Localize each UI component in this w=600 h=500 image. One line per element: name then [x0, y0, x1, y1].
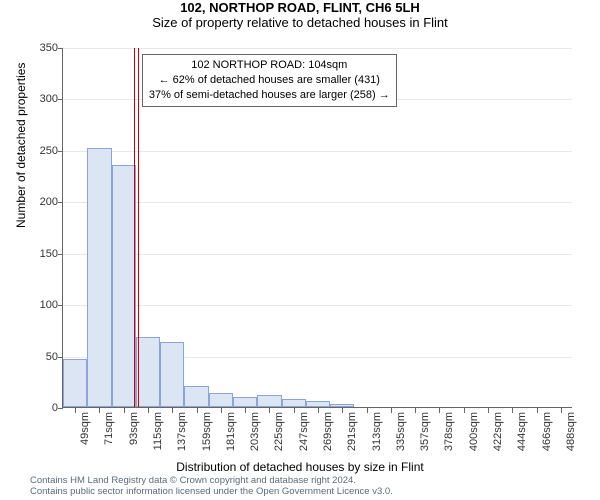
ytick-mark: [58, 99, 63, 100]
xtick-label: 159sqm: [201, 412, 213, 451]
property-marker-line: [134, 48, 135, 407]
ytick-label: 100: [18, 299, 58, 311]
histogram-bar: [282, 399, 306, 407]
histogram-bar: [87, 148, 111, 407]
xtick-label: 400sqm: [468, 412, 480, 451]
xtick-label: 378sqm: [443, 412, 455, 451]
gridline: [63, 254, 572, 255]
xtick-mark: [269, 408, 270, 413]
info-box-line: ← 62% of detached houses are smaller (43…: [149, 73, 390, 88]
info-box-line: 102 NORTHOP ROAD: 104sqm: [149, 58, 390, 73]
xtick-label: 291sqm: [346, 412, 358, 451]
ytick-label: 0: [18, 402, 58, 414]
xtick-mark: [512, 408, 513, 413]
chart-container: 102, NORTHOP ROAD, FLINT, CH6 5LH Size o…: [0, 0, 600, 500]
xtick-mark: [124, 408, 125, 413]
xtick-label: 71sqm: [103, 412, 115, 445]
xtick-label: 49sqm: [79, 412, 91, 445]
footer-line: Contains public sector information licen…: [30, 487, 393, 498]
gridline: [63, 151, 572, 152]
ytick-label: 200: [18, 196, 58, 208]
xtick-label: 115sqm: [152, 412, 164, 450]
histogram-bar: [112, 165, 136, 407]
xtick-mark: [99, 408, 100, 413]
page-subtitle: Size of property relative to detached ho…: [0, 15, 600, 30]
xtick-label: 357sqm: [419, 412, 431, 451]
ytick-mark: [58, 48, 63, 49]
xtick-mark: [561, 408, 562, 413]
page-title: 102, NORTHOP ROAD, FLINT, CH6 5LH: [0, 0, 600, 15]
xtick-mark: [197, 408, 198, 413]
plot-region: 05010015020025030035049sqm71sqm93sqm115s…: [62, 48, 572, 408]
histogram-bar: [306, 401, 330, 407]
xtick-label: 313sqm: [371, 412, 383, 451]
xtick-label: 247sqm: [298, 412, 310, 451]
histogram-bar: [330, 404, 354, 407]
info-box-line: 37% of semi-detached houses are larger (…: [149, 88, 390, 103]
ytick-mark: [58, 357, 63, 358]
xtick-label: 225sqm: [273, 412, 285, 451]
xtick-mark: [245, 408, 246, 413]
xtick-mark: [75, 408, 76, 413]
chart-area: 05010015020025030035049sqm71sqm93sqm115s…: [62, 48, 572, 408]
ytick-mark: [58, 202, 63, 203]
histogram-bar: [184, 386, 208, 407]
xtick-label: 466sqm: [541, 412, 553, 451]
ytick-mark: [58, 408, 63, 409]
histogram-bar: [209, 393, 233, 407]
ytick-label: 150: [18, 248, 58, 260]
ytick-mark: [58, 151, 63, 152]
xtick-mark: [148, 408, 149, 413]
xtick-mark: [488, 408, 489, 413]
footer-attribution: Contains HM Land Registry data © Crown c…: [30, 476, 393, 498]
xtick-mark: [391, 408, 392, 413]
ytick-label: 250: [18, 145, 58, 157]
histogram-bar: [233, 397, 257, 407]
xtick-label: 422sqm: [492, 412, 504, 451]
histogram-bar: [257, 395, 281, 407]
xtick-mark: [342, 408, 343, 413]
xtick-mark: [172, 408, 173, 413]
ytick-label: 350: [18, 42, 58, 54]
ytick-label: 300: [18, 93, 58, 105]
info-box: 102 NORTHOP ROAD: 104sqm← 62% of detache…: [142, 54, 397, 107]
gridline: [63, 202, 572, 203]
xtick-label: 203sqm: [249, 412, 261, 451]
xtick-label: 93sqm: [128, 412, 140, 445]
gridline: [63, 305, 572, 306]
gridline: [63, 48, 572, 49]
x-axis-title: Distribution of detached houses by size …: [0, 460, 600, 474]
ytick-mark: [58, 254, 63, 255]
xtick-mark: [318, 408, 319, 413]
histogram-bar: [160, 342, 184, 407]
histogram-bar: [136, 337, 160, 407]
xtick-mark: [367, 408, 368, 413]
xtick-mark: [294, 408, 295, 413]
property-marker-line: [138, 48, 139, 407]
xtick-label: 137sqm: [176, 412, 188, 451]
xtick-mark: [464, 408, 465, 413]
xtick-label: 269sqm: [322, 412, 334, 451]
xtick-label: 444sqm: [516, 412, 528, 451]
xtick-mark: [221, 408, 222, 413]
ytick-mark: [58, 305, 63, 306]
xtick-mark: [439, 408, 440, 413]
xtick-label: 335sqm: [395, 412, 407, 451]
xtick-label: 488sqm: [565, 412, 577, 451]
xtick-mark: [537, 408, 538, 413]
xtick-label: 181sqm: [225, 412, 237, 451]
xtick-mark: [415, 408, 416, 413]
ytick-label: 50: [18, 351, 58, 363]
histogram-bar: [63, 359, 87, 407]
